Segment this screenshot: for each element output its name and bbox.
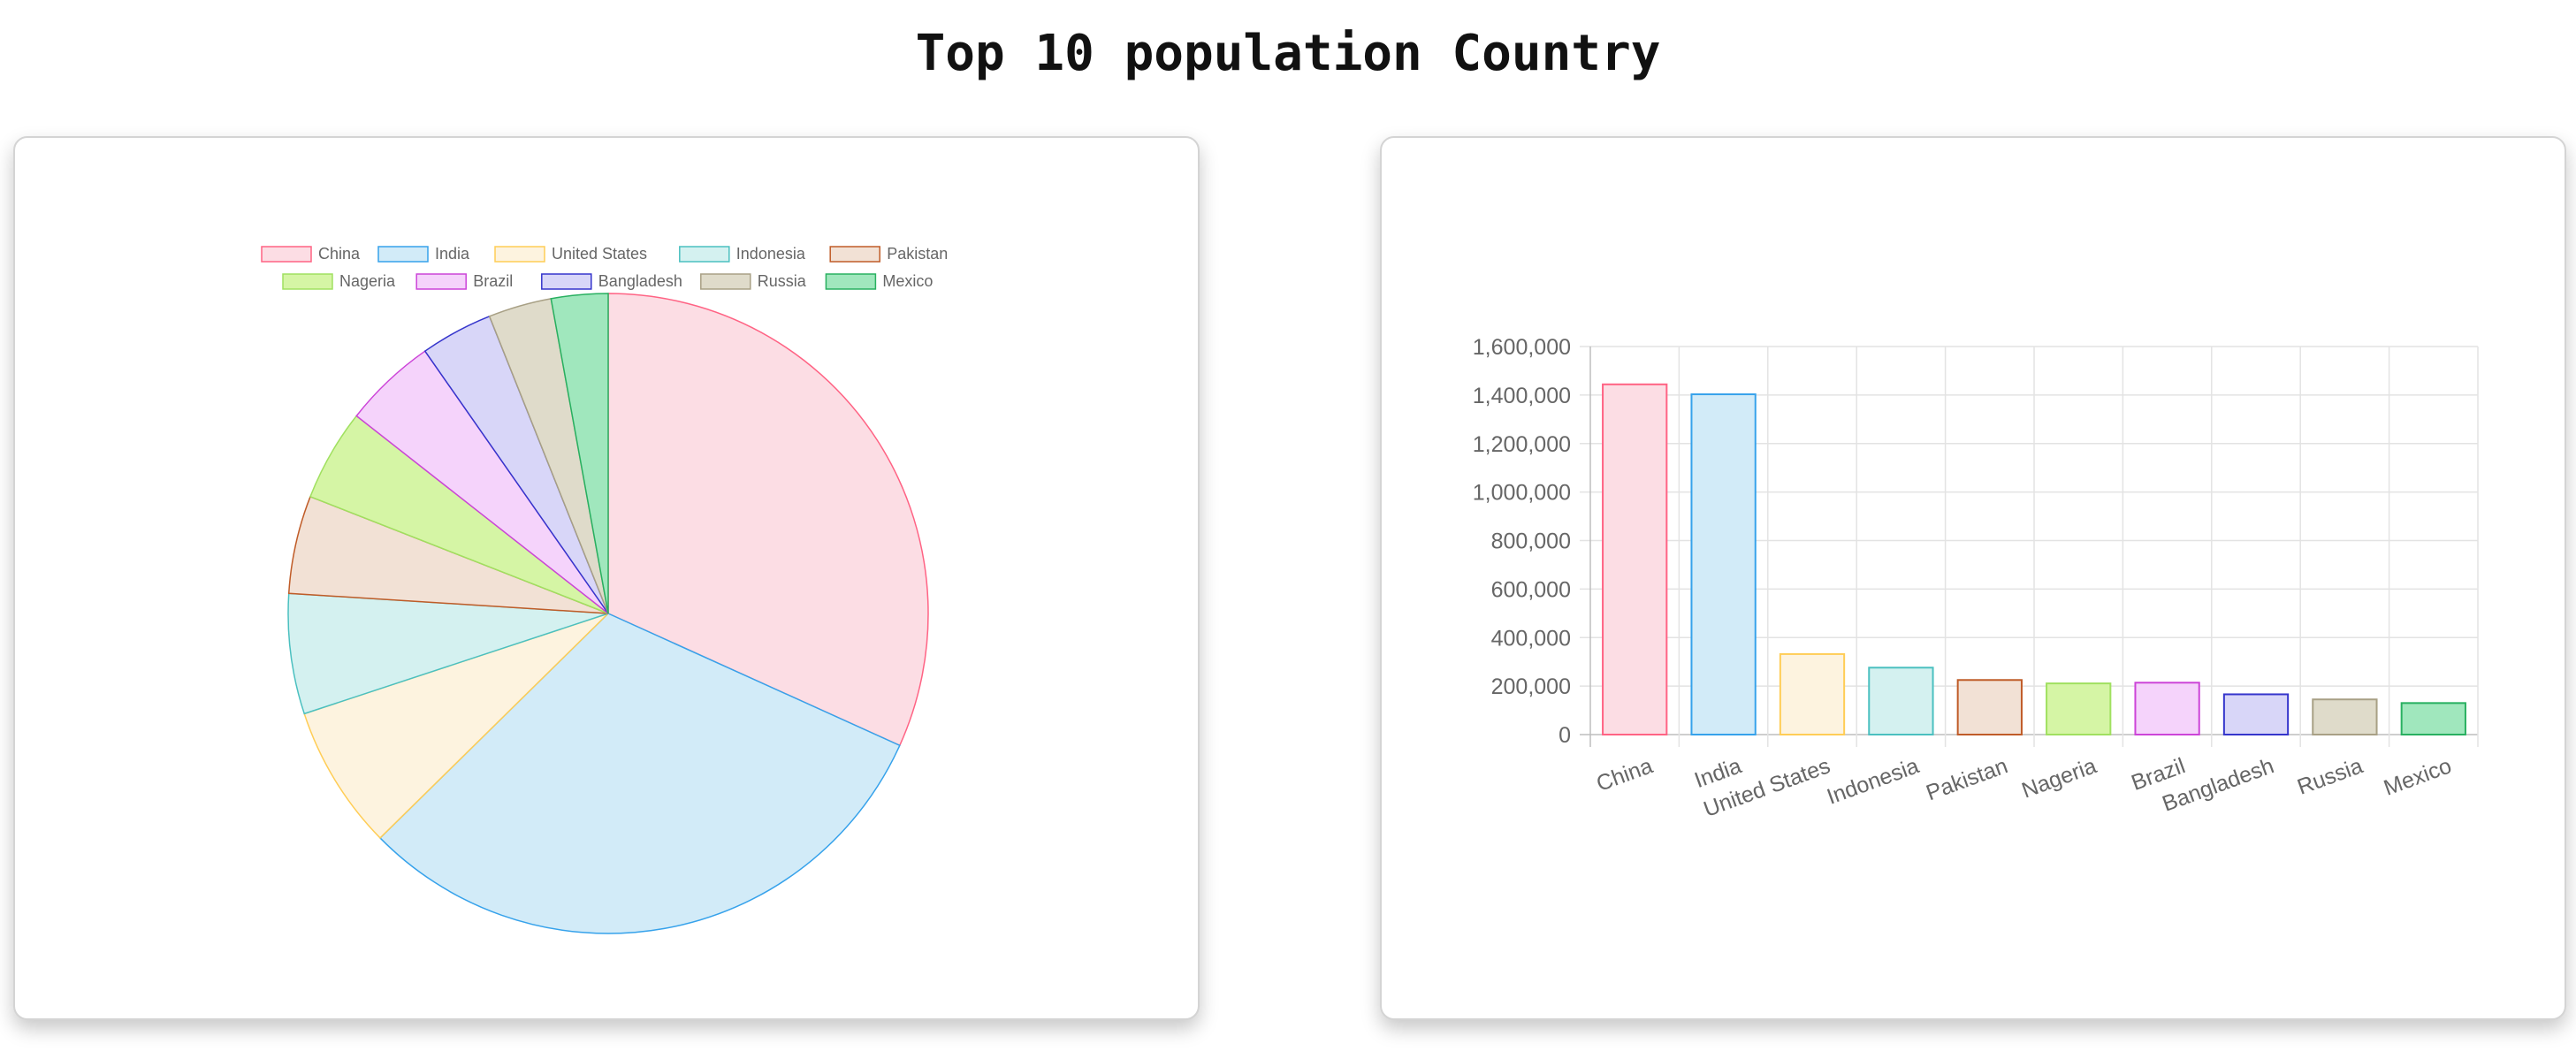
legend-swatch xyxy=(679,246,730,263)
legend-swatch xyxy=(700,273,751,290)
y-tick-label: 0 xyxy=(1559,723,1571,748)
legend-swatch xyxy=(261,246,312,263)
pie-slice-mexico[interactable] xyxy=(550,293,609,614)
x-tick-label: China xyxy=(1593,753,1656,796)
pie-legend: China India United States Indonesia Pakistan… xyxy=(261,245,948,290)
legend-swatch xyxy=(282,273,333,290)
pie-slice-india[interactable] xyxy=(378,613,901,934)
legend-swatch xyxy=(415,273,467,290)
pie-slice-united-states[interactable] xyxy=(303,613,609,839)
legend-item-nageria[interactable]: Nageria xyxy=(282,272,396,290)
bar-chart: 0 200,000 400,000 600,000 800,000 1,000,000 1,… xyxy=(1473,335,2479,822)
legend-item-brazil[interactable]: Brazil xyxy=(415,272,513,290)
legend-swatch xyxy=(541,273,592,290)
bar-nageria[interactable] xyxy=(2046,682,2112,735)
legend-label: Indonesia xyxy=(736,245,806,263)
bar-marks xyxy=(1602,383,2466,736)
pie-slice-indonesia[interactable] xyxy=(287,592,609,715)
legend-label: Nageria xyxy=(339,272,396,290)
y-tick-label: 1,000,000 xyxy=(1473,481,1571,506)
page-title: Top 10 population Country xyxy=(915,25,1661,82)
bar-chart-card: 0 200,000 400,000 600,000 800,000 1,000,000 1,… xyxy=(1380,136,2566,1020)
legend-label: Brazil xyxy=(473,272,513,290)
legend-label: Russia xyxy=(758,272,807,290)
legend-label: United States xyxy=(552,245,647,263)
bar-bangladesh[interactable] xyxy=(2222,693,2290,735)
legend-label: Pakistan xyxy=(887,245,948,263)
legend-swatch xyxy=(377,246,429,263)
legend-item-mexico[interactable]: Mexico xyxy=(825,272,933,290)
bar-indonesia[interactable] xyxy=(1868,667,1934,736)
pie-chart: China India United States Indonesia Pakistan… xyxy=(261,245,948,934)
y-tick-label: 1,200,000 xyxy=(1473,432,1571,457)
x-tick-label: Russia xyxy=(2294,753,2366,799)
legend-item-india[interactable]: India xyxy=(377,245,470,263)
legend-item-pakistan[interactable]: Pakistan xyxy=(829,245,948,263)
x-tick-label: Pakistan xyxy=(1923,753,2011,805)
legend-swatch xyxy=(494,246,545,263)
legend-label: India xyxy=(435,245,470,263)
y-tick-label: 1,600,000 xyxy=(1473,335,1571,360)
y-tick-label: 600,000 xyxy=(1491,577,1571,602)
pie-slice-china[interactable] xyxy=(607,293,929,747)
bar-mexico[interactable] xyxy=(2400,702,2466,735)
bar-brazil[interactable] xyxy=(2134,682,2200,736)
bar-india[interactable] xyxy=(1690,393,1757,735)
legend-swatch xyxy=(829,246,880,263)
y-tick-label: 200,000 xyxy=(1491,674,1571,699)
legend-item-russia[interactable]: Russia xyxy=(700,272,807,290)
x-tick-label: Mexico xyxy=(2381,753,2455,800)
bar-russia[interactable] xyxy=(2312,698,2378,736)
pie-slices xyxy=(287,293,929,934)
y-tick-label: 400,000 xyxy=(1491,626,1571,651)
y-tick-label: 800,000 xyxy=(1491,530,1571,554)
pie-chart-card: China India United States Indonesia Pakistan… xyxy=(13,136,1200,1020)
bar-china[interactable] xyxy=(1602,383,1668,735)
legend-label: Bangladesh xyxy=(598,272,682,290)
legend-item-bangladesh[interactable]: Bangladesh xyxy=(541,272,682,290)
x-tick-label: Nageria xyxy=(2018,753,2100,803)
legend-label: Mexico xyxy=(882,272,933,290)
legend-item-united-states[interactable]: United States xyxy=(494,245,647,263)
y-tick-label: 1,400,000 xyxy=(1473,384,1571,408)
x-tick-label: Indonesia xyxy=(1824,753,1923,809)
legend-item-china[interactable]: China xyxy=(261,245,361,263)
bar-pakistan[interactable] xyxy=(1956,679,2023,735)
legend-swatch xyxy=(825,273,877,290)
legend-label: China xyxy=(318,245,361,263)
legend-item-indonesia[interactable]: Indonesia xyxy=(679,245,806,263)
bar-united-states[interactable] xyxy=(1779,652,1846,735)
